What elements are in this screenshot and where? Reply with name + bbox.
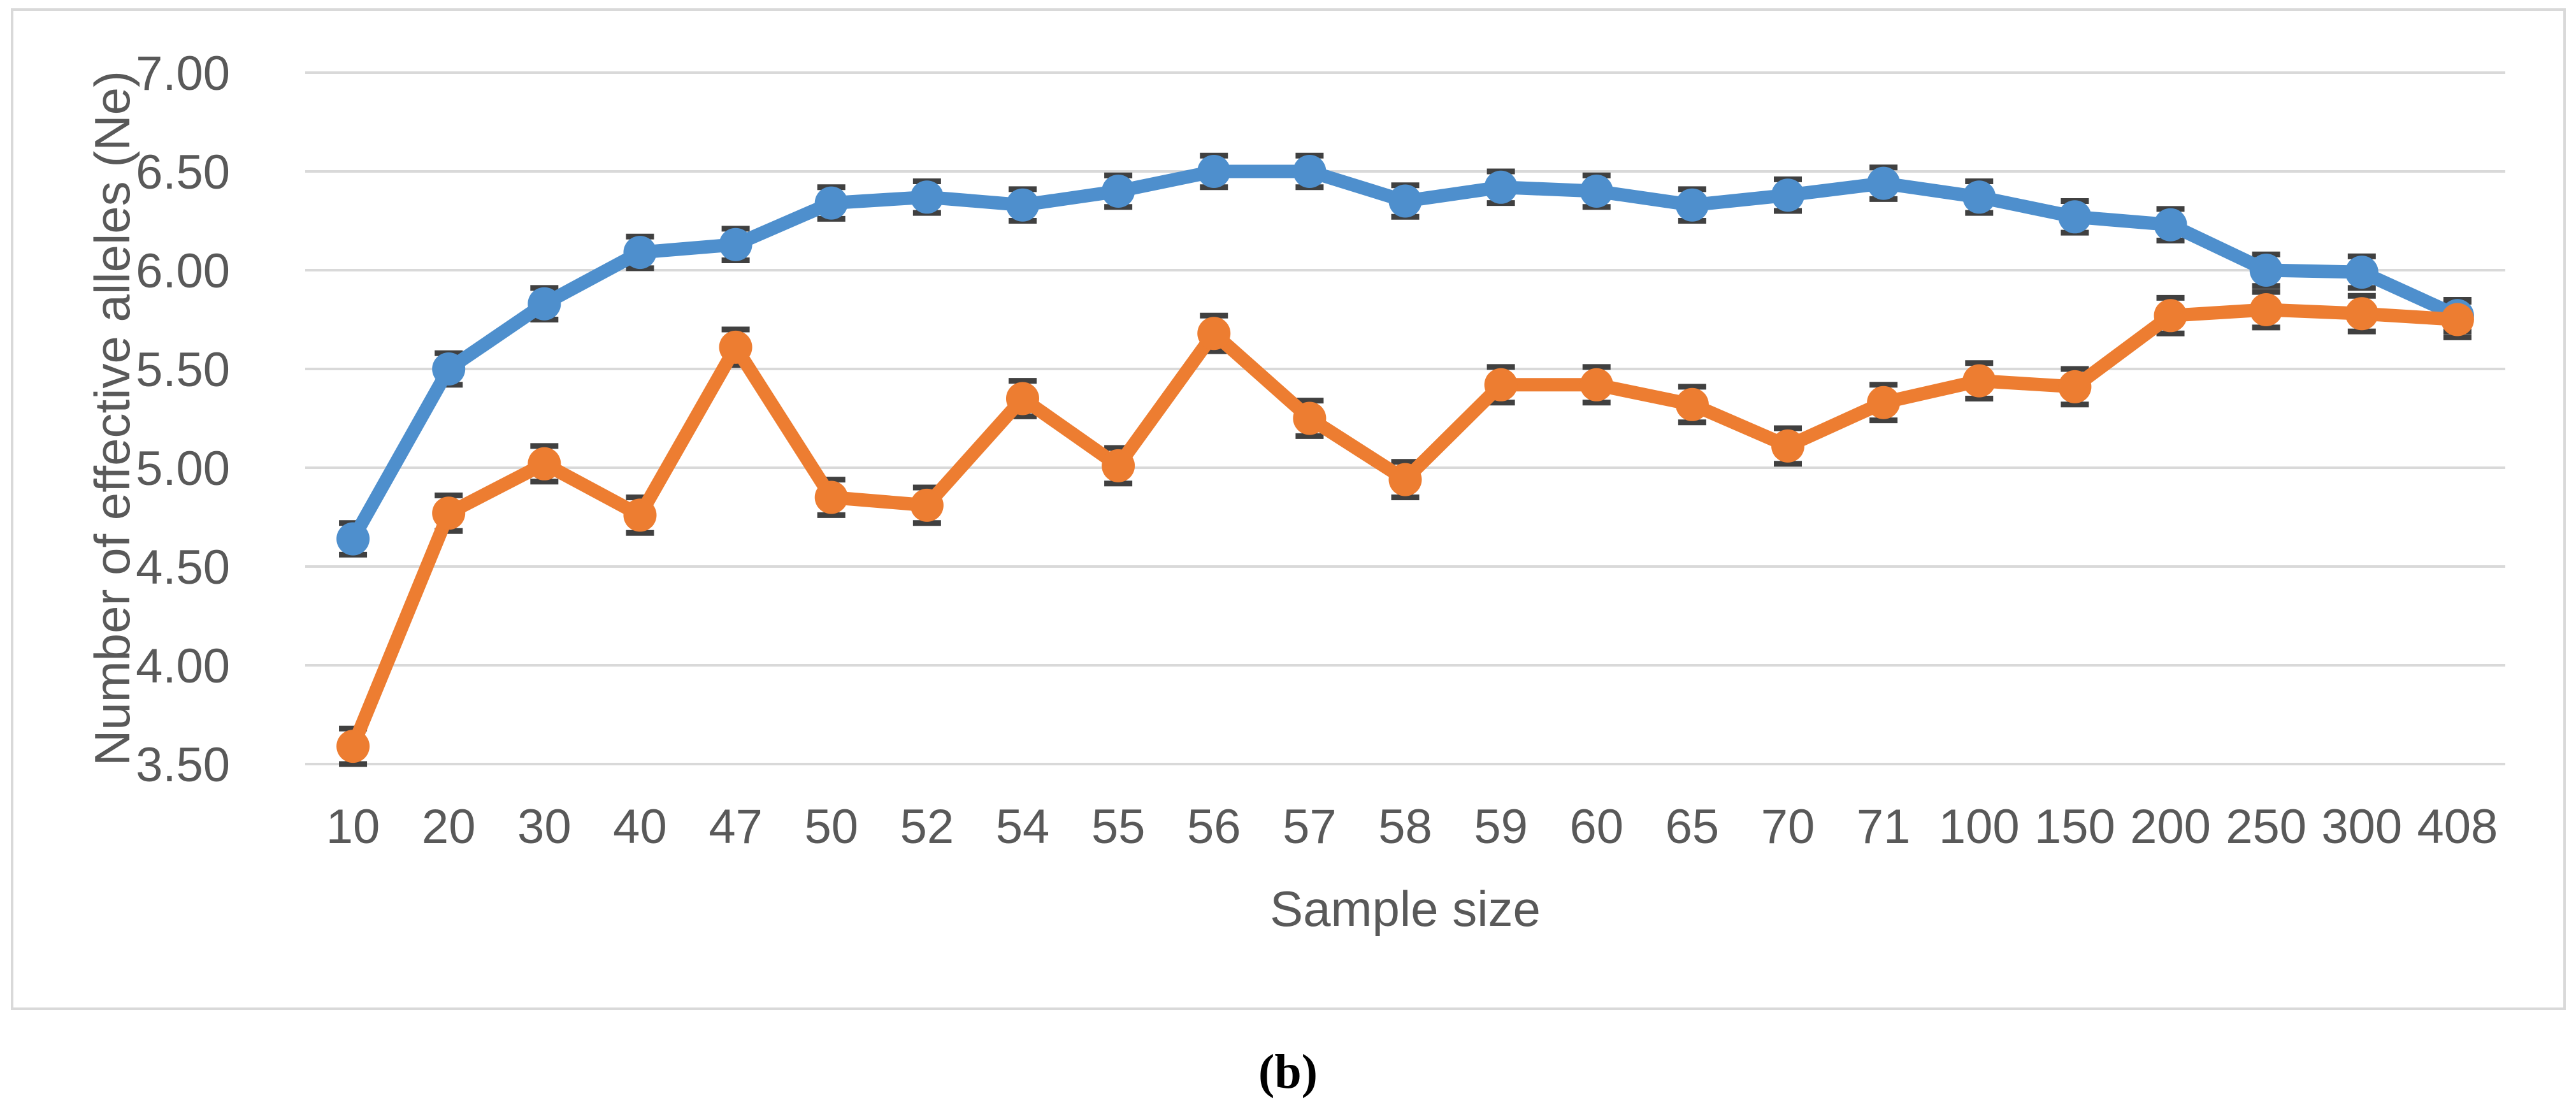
figure-caption: (b) <box>0 1040 2576 1110</box>
blue-series-marker <box>2345 256 2378 289</box>
x-tick-label: 71 <box>1857 800 1911 854</box>
orange-series-marker <box>2154 299 2187 333</box>
x-tick-label: 10 <box>326 800 380 854</box>
blue-series-marker <box>1867 166 1901 200</box>
y-tick-labels-group: 7.00 6.50 6.00 5.50 5.00 4.50 4.00 3.50 <box>136 47 230 792</box>
x-tick-label: 56 <box>1187 800 1241 854</box>
blue-series-marker <box>1293 155 1327 188</box>
x-tick-label: 60 <box>1569 800 1623 854</box>
x-tick-label: 40 <box>613 800 667 854</box>
orange-series-marker <box>1484 368 1518 401</box>
blue-series-marker <box>2249 254 2283 287</box>
x-tick-label: 408 <box>2417 800 2498 854</box>
blue-series-marker <box>2154 208 2187 242</box>
orange-series-marker <box>1005 382 1039 415</box>
orange-series-marker <box>2058 370 2092 403</box>
orange-series-marker <box>2249 293 2283 326</box>
blue-series-marker <box>2058 200 2092 234</box>
y-tick-label: 6.00 <box>136 244 230 298</box>
x-tick-label: 20 <box>422 800 476 854</box>
chart-panel: 7.00 6.50 6.00 5.50 5.00 4.50 4.00 3.50 10 20 30 40… <box>11 8 2566 1010</box>
x-tick-label: 54 <box>996 800 1050 854</box>
x-tick-label: 150 <box>2034 800 2115 854</box>
x-tick-label: 59 <box>1474 800 1528 854</box>
x-tick-label: 57 <box>1283 800 1337 854</box>
y-tick-label: 5.50 <box>136 343 230 397</box>
x-axis-title: Sample size <box>1270 881 1541 937</box>
blue-series-group <box>336 155 2474 556</box>
y-tick-label: 4.00 <box>136 639 230 693</box>
blue-series-marker <box>1579 175 1613 208</box>
blue-series-marker <box>719 227 752 261</box>
y-tick-label: 3.50 <box>136 738 230 792</box>
orange-series-marker <box>336 730 370 763</box>
orange-series-marker <box>719 330 752 364</box>
x-tick-label: 300 <box>2321 800 2402 854</box>
blue-series-marker <box>1771 178 1805 212</box>
blue-series-marker <box>1005 188 1039 222</box>
x-tick-label: 55 <box>1091 800 1146 854</box>
orange-series-marker <box>2440 303 2474 336</box>
blue-series-marker <box>1962 180 1996 214</box>
orange-series-marker <box>432 496 466 530</box>
x-tick-label: 58 <box>1378 800 1432 854</box>
x-tick-label: 52 <box>900 800 954 854</box>
orange-series-marker <box>814 480 848 514</box>
y-axis-title: Number of effective alleles (Ne) <box>84 71 140 766</box>
x-tick-label: 100 <box>1939 800 2020 854</box>
blue-series-marker <box>432 352 466 386</box>
x-tick-label: 50 <box>804 800 858 854</box>
orange-series-marker <box>623 498 657 532</box>
blue-series-marker <box>1197 155 1231 188</box>
orange-series-marker <box>1388 463 1422 496</box>
blue-series-marker <box>910 180 944 214</box>
y-tick-label: 6.50 <box>136 145 230 199</box>
orange-series-marker <box>1197 317 1231 350</box>
x-tick-labels-group: 10 20 30 40 47 50 52 54 55 56 57 58 59 60 65 70 71 100 150… <box>326 800 2498 854</box>
x-tick-label: 70 <box>1761 800 1815 854</box>
blue-series-marker <box>528 287 561 321</box>
orange-series-marker <box>1675 387 1709 421</box>
orange-series-marker <box>528 447 561 480</box>
orange-series-group <box>336 293 2474 763</box>
orange-series-marker <box>1867 386 1901 419</box>
orange-series-marker <box>1293 401 1327 435</box>
orange-series-marker <box>2345 297 2378 331</box>
blue-series-marker <box>1675 188 1709 222</box>
orange-series-marker <box>1771 429 1805 463</box>
x-tick-label: 30 <box>517 800 572 854</box>
orange-series-marker <box>910 488 944 522</box>
x-tick-label: 47 <box>709 800 763 854</box>
y-tick-label: 4.50 <box>136 540 230 595</box>
orange-series-marker <box>1102 449 1135 482</box>
blue-series-marker <box>336 522 370 556</box>
line-chart: 7.00 6.50 6.00 5.50 5.00 4.50 4.00 3.50 10 20 30 40… <box>84 47 2505 937</box>
x-tick-label: 200 <box>2130 800 2211 854</box>
blue-series-marker <box>623 236 657 270</box>
x-tick-label: 65 <box>1666 800 1720 854</box>
orange-series-marker <box>1579 368 1613 401</box>
blue-series-marker <box>1102 175 1135 208</box>
x-tick-label: 250 <box>2226 800 2306 854</box>
gridlines-group <box>305 71 2505 765</box>
blue-series-marker <box>814 186 848 220</box>
orange-series-line <box>346 303 2464 753</box>
orange-series-marker <box>1962 364 1996 398</box>
y-tick-label: 7.00 <box>136 47 230 101</box>
blue-series-marker <box>1388 184 1422 218</box>
blue-series-marker <box>1484 170 1518 204</box>
y-tick-label: 5.00 <box>136 442 230 496</box>
caption-label: (b) <box>1258 1045 1318 1099</box>
